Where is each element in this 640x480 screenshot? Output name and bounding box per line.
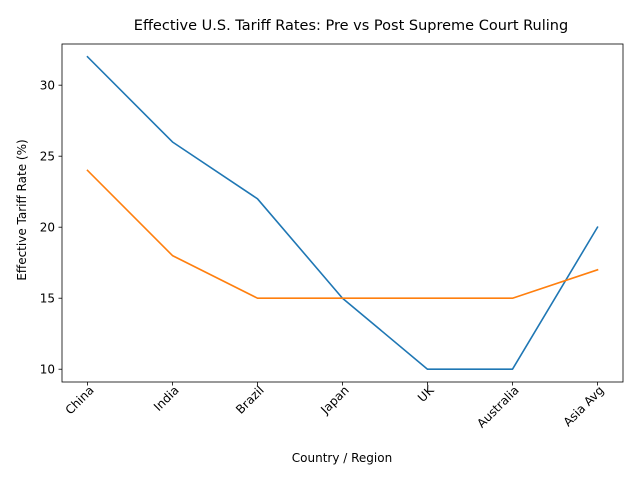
chart-title: Effective U.S. Tariff Rates: Pre vs Post…: [134, 18, 568, 34]
series-line-2: [86, 169, 599, 300]
y-axis-label: Effective Tariff Rate (%): [15, 139, 29, 280]
y-tick-label: 25: [40, 149, 55, 163]
series-layer: [86, 55, 599, 371]
y-tick-label: 15: [40, 292, 55, 306]
x-axis-label: Country / Region: [292, 451, 392, 465]
y-tick-label: 20: [40, 221, 55, 235]
y-tick-label: 30: [40, 78, 55, 92]
y-axis: 10 15 20 25 30: [40, 78, 62, 377]
y-tick-label: 10: [40, 363, 55, 377]
